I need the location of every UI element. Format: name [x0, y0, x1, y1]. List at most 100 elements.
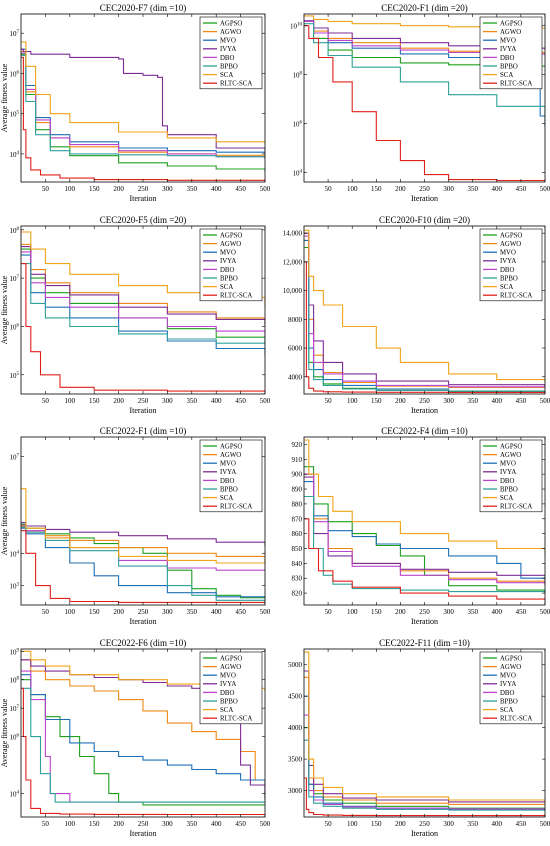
legend-entry-ivya: IVYA [500, 258, 516, 265]
x-tick-label: 500 [540, 820, 550, 828]
legend-entry-dbo: DBO [220, 267, 234, 274]
x-tick-label: 100 [65, 397, 76, 405]
y-tick-label: 3000 [288, 787, 303, 795]
series-line-sca [304, 439, 545, 555]
legend-entry-bpbo: BPBO [220, 63, 238, 70]
legend-entry-mvo: MVO [220, 673, 236, 680]
y-tick-base: 10 [10, 791, 18, 799]
chart-panel-7: CEC2022-F6 (dim =10) Iteration Average fit… [0, 638, 271, 838]
y-tick-exponent: 4 [17, 791, 20, 796]
series-line-mvo [304, 481, 545, 585]
series-line-bpbo [21, 263, 265, 347]
y-tick-exponent: 4 [17, 151, 20, 156]
y-tick-label: 820 [292, 590, 303, 598]
x-tick-label: 50 [325, 608, 333, 616]
x-tick-label: 400 [211, 185, 222, 193]
y-tick-label: 105 [10, 111, 20, 119]
legend-entry-agwo: AGWO [500, 241, 521, 248]
series-line-agwo [21, 525, 265, 563]
legend-entry-agpso: AGPSO [220, 232, 242, 239]
y-axis-label: Average fitness value [0, 698, 9, 767]
y-tick-label: 106 [293, 120, 303, 128]
y-tick-exponent: 8 [300, 72, 303, 77]
x-tick-label: 250 [138, 820, 149, 828]
y-tick-base: 10 [10, 705, 18, 713]
chart-title: CEC2022-F1 (dim =10) [100, 426, 187, 436]
series-line-mvo [21, 527, 265, 599]
x-tick-label: 450 [516, 185, 527, 193]
y-tick-label: 860 [292, 530, 303, 538]
x-tick-label: 350 [467, 397, 478, 405]
x-tick-label: 400 [492, 185, 503, 193]
y-tick-label: 104 [293, 169, 303, 177]
x-tick-label: 150 [89, 820, 100, 828]
y-tick-base: 10 [10, 323, 18, 331]
series-line-bpbo [21, 687, 265, 803]
legend-entry-ivya: IVYA [500, 46, 516, 53]
chart-title: CEC2020-F1 (dim =20) [381, 3, 468, 13]
legend-entry-rltc-sca: RLTC-SCA [220, 293, 252, 300]
x-tick-label: 100 [347, 397, 358, 405]
legend-box [479, 228, 543, 302]
y-tick-label: 106 [10, 70, 20, 78]
legend-box [199, 439, 263, 513]
legend-entry-mvo: MVO [500, 250, 516, 257]
x-tick-label: 100 [65, 820, 76, 828]
x-tick-label: 50 [325, 185, 333, 193]
x-tick-label: 450 [516, 820, 527, 828]
y-tick-label: 107 [10, 275, 20, 283]
y-tick-exponent: 7 [17, 453, 20, 458]
x-tick-label: 200 [113, 820, 124, 828]
y-tick-label: 4500 [288, 693, 303, 701]
y-tick-label: 10,000 [283, 287, 303, 295]
legend-entry-agpso: AGPSO [220, 443, 242, 450]
x-tick-label: 500 [260, 820, 271, 828]
legend-entry-dbo: DBO [500, 267, 514, 274]
series-line-dbo [304, 235, 545, 388]
legend-entry-sca: SCA [500, 495, 513, 502]
x-tick-label: 150 [371, 608, 382, 616]
x-tick-label: 150 [371, 397, 382, 405]
x-axis-label: Iteration [411, 194, 438, 203]
series-line-ivya [21, 521, 265, 546]
x-tick-label: 500 [260, 185, 271, 193]
y-tick-exponent: 3 [17, 583, 20, 588]
y-tick-base: 10 [10, 677, 18, 685]
y-tick-label: 108 [293, 72, 303, 80]
legend-entry-agwo: AGWO [500, 664, 521, 671]
chart-title: CEC2020-F7 (dim =10) [100, 3, 187, 13]
y-tick-exponent: 7 [17, 30, 20, 35]
x-tick-label: 250 [419, 397, 430, 405]
x-tick-label: 250 [419, 820, 430, 828]
x-tick-label: 500 [540, 397, 550, 405]
legend-entry-bpbo: BPBO [500, 275, 518, 282]
x-tick-label: 200 [395, 397, 406, 405]
x-tick-label: 350 [187, 820, 198, 828]
y-tick-label: 103 [10, 583, 20, 591]
legend-entry-dbo: DBO [500, 690, 514, 697]
chart-title: CEC2022-F11 (dim =10) [379, 638, 470, 648]
chart-panel-5: CEC2022-F1 (dim =10) Iteration Average fit… [0, 426, 271, 626]
legend-entry-bpbo: BPBO [220, 275, 238, 282]
legend-entry-agwo: AGWO [220, 452, 241, 459]
y-tick-label: 880 [292, 500, 303, 508]
y-tick-exponent: 6 [17, 323, 20, 328]
x-tick-label: 400 [492, 397, 503, 405]
x-tick-label: 500 [540, 608, 550, 616]
y-tick-label: 870 [292, 515, 303, 523]
legend-entry-mvo: MVO [500, 38, 516, 45]
chart-title: CEC2020-F5 (dim =20) [100, 215, 187, 225]
y-tick-label: 107 [10, 30, 20, 38]
y-tick-label: 900 [292, 471, 303, 479]
legend-entry-dbo: DBO [500, 55, 514, 62]
series-line-ivya [304, 232, 545, 387]
legend-entry-dbo: DBO [220, 478, 234, 485]
legend-entry-sca: SCA [500, 284, 513, 291]
y-tick-exponent: 7 [17, 705, 20, 710]
chart-panel-4: CEC2020-F10 (dim =20) Iteration 50 100 150 20… [283, 215, 550, 415]
series-line-sca [21, 488, 265, 565]
y-tick-exponent: 8 [17, 227, 20, 232]
legend-entry-bpbo: BPBO [220, 698, 238, 705]
y-tick-exponent: 5 [17, 372, 20, 377]
